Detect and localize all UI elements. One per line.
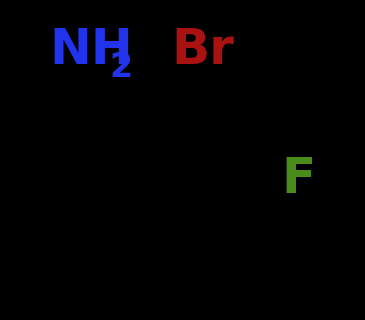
Text: Br: Br (171, 26, 234, 74)
Text: 2: 2 (109, 51, 132, 84)
Text: F: F (282, 155, 316, 203)
Text: NH: NH (50, 26, 134, 74)
